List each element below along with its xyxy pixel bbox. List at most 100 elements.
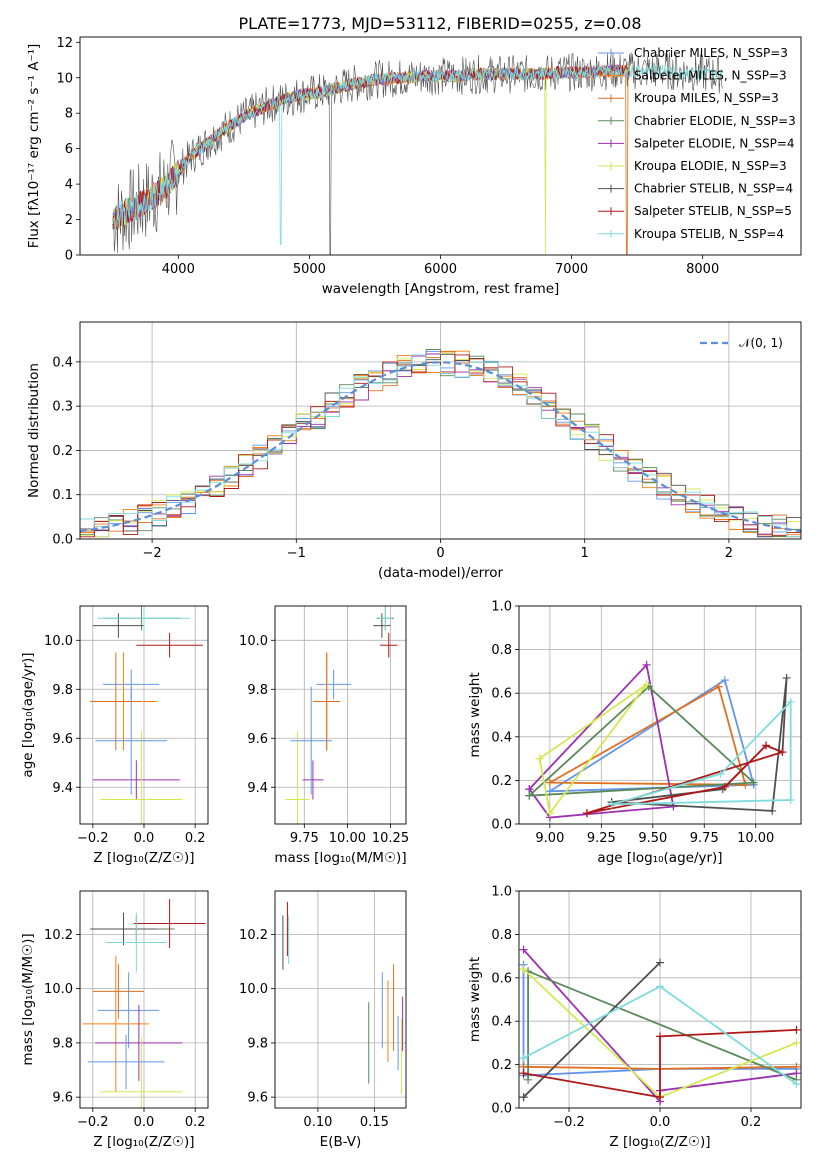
y-tick-label: 9.6 (247, 1091, 268, 1106)
x-tick-label: 0.10 (303, 1115, 332, 1130)
y-tick-label: 0.8 (491, 643, 512, 658)
x-axis-label: Z [log₁₀(Z/Z☉)] (609, 1134, 710, 1150)
weight-marker (720, 676, 729, 685)
x-axis-label: (data-model)/error (378, 565, 504, 581)
plot-area-age-vs-Z (90, 606, 203, 824)
x-tick-label: −0.2 (77, 831, 109, 846)
y-tick-label: 9.8 (52, 1036, 73, 1051)
y-tick-label: 10.2 (239, 928, 268, 943)
legend-entry: Salpeter ELODIE, N_SSP=4 (634, 136, 795, 150)
legend-entry: 𝒩(0, 1) (739, 336, 783, 350)
y-tick-label: 6 (65, 142, 73, 157)
x-tick-label: −1 (287, 546, 306, 561)
y-tick-label: 0.4 (491, 730, 512, 745)
x-tick-label: 9.25 (587, 831, 616, 846)
y-axis-label: mass weight (467, 957, 483, 1042)
x-axis-label: age [log₁₀(age/yr)] (597, 850, 722, 866)
histogram-step (80, 354, 801, 537)
y-tick-label: 0.6 (491, 687, 512, 702)
y-tick-label: 10.0 (239, 982, 268, 997)
spectrum-legend: Chabrier MILES, N_SSP=3 Salpeter MILES, N… (598, 46, 796, 241)
y-tick-label: 10 (56, 71, 73, 86)
y-axis-label: age [log₁₀(age/yr)] (20, 652, 36, 777)
weight-marker (656, 958, 664, 967)
x-tick-label: 9.00 (535, 831, 564, 846)
x-tick-label: 10.00 (329, 831, 366, 846)
x-tick-label: 4000 (162, 262, 195, 277)
legend-entry: Chabrier STELIB, N_SSP=4 (634, 182, 793, 196)
y-tick-label: 0.0 (491, 1102, 512, 1117)
legend-entry: Chabrier ELODIE, N_SSP=3 (634, 114, 796, 128)
axes-frame (79, 605, 209, 825)
y-tick-label: 0.2 (52, 444, 73, 459)
weight-marker (792, 1025, 801, 1034)
x-tick-label: 9.75 (290, 831, 319, 846)
legend-entry: Kroupa ELODIE, N_SSP=3 (634, 159, 787, 173)
y-tick-label: 0.8 (491, 928, 512, 943)
y-tick-label: 9.6 (52, 732, 73, 747)
weight-marker (519, 1054, 528, 1063)
y-tick-label: 0.4 (52, 355, 73, 370)
y-tick-label: 8 (65, 107, 73, 122)
x-tick-label: 10.25 (372, 831, 409, 846)
plot-area-mass-vs-ebv (282, 901, 404, 1095)
x-tick-label: 9.50 (638, 831, 667, 846)
x-tick-label: 0.2 (185, 1115, 206, 1130)
weight-marker (545, 809, 554, 818)
weight-marker (762, 741, 771, 750)
weight-line (528, 685, 756, 797)
y-tick-label: 0.2 (491, 774, 512, 789)
weight-marker (792, 1038, 801, 1047)
x-tick-label: 0.2 (185, 831, 206, 846)
weight-line (523, 1029, 797, 1099)
y-tick-label: 10.0 (239, 634, 268, 649)
x-tick-label: 1 (581, 546, 589, 561)
y-axis-label: Flux [fλ10⁻¹⁷ erg cm⁻² s⁻¹ A⁻¹] (26, 44, 42, 249)
axes-frame (79, 890, 209, 1109)
x-tick-label: 0.2 (741, 1115, 762, 1130)
x-axis-label: Z [log₁₀(Z/Z☉)] (93, 1134, 194, 1150)
weight-line (522, 964, 797, 1077)
axes-spectrum: 4000 5000 6000 7000 8000 0 2 4 6 8 10 12 wavelength … (26, 36, 802, 297)
plot-area-mass-vs-Z (82, 899, 206, 1108)
weight-marker (720, 782, 729, 791)
weight-marker (714, 682, 723, 691)
axes-residuals: −2 −1 0 1 2 0.0 0.1 0.2 0.3 0.4 (data-model)/error… (26, 321, 802, 581)
x-tick-label: 0 (436, 546, 444, 561)
y-tick-label: 10.0 (44, 982, 73, 997)
y-tick-label: 0 (65, 249, 73, 264)
weight-marker (519, 965, 528, 974)
normal-curve (80, 361, 801, 533)
weight-marker (741, 780, 750, 789)
weight-marker (716, 769, 725, 778)
axes-mass-vs-ebv: 0.10 0.15 9.6 9.8 10.0 10.2 E(B-V) (239, 890, 407, 1150)
axes-frame (274, 890, 407, 1109)
axes-age-vs-Z: −0.2 0.0 0.2 9.4 9.6 9.8 10.0 Z [log₁₀(Z/Z☉)] ag… (20, 605, 209, 866)
weight-marker (519, 945, 528, 954)
x-tick-label: 2 (725, 546, 733, 561)
x-tick-label: 7000 (555, 262, 588, 277)
weight-marker (786, 796, 795, 805)
weight-line (538, 683, 648, 816)
y-tick-label: 0.0 (491, 818, 512, 833)
weight-marker (782, 673, 791, 682)
weight-marker (656, 1093, 664, 1102)
axes-frame (79, 36, 802, 256)
axes-frame (274, 605, 407, 825)
y-tick-label: 0.6 (491, 971, 512, 986)
x-tick-label: 10.00 (737, 831, 774, 846)
y-tick-label: 9.6 (247, 732, 268, 747)
histogram-step (80, 353, 801, 538)
weight-marker (656, 982, 664, 991)
weight-marker (545, 778, 554, 787)
x-axis-label: wavelength [Angstrom, rest frame] (322, 281, 560, 297)
y-tick-label: 0.4 (491, 1015, 512, 1030)
x-tick-label: −2 (143, 546, 162, 561)
y-tick-label: 9.8 (247, 1036, 268, 1051)
y-tick-label: 9.4 (52, 781, 73, 796)
x-tick-label: 9.75 (690, 831, 719, 846)
y-tick-label: 1.0 (491, 600, 512, 615)
spectrum-line (112, 64, 723, 245)
weight-marker (582, 809, 591, 818)
